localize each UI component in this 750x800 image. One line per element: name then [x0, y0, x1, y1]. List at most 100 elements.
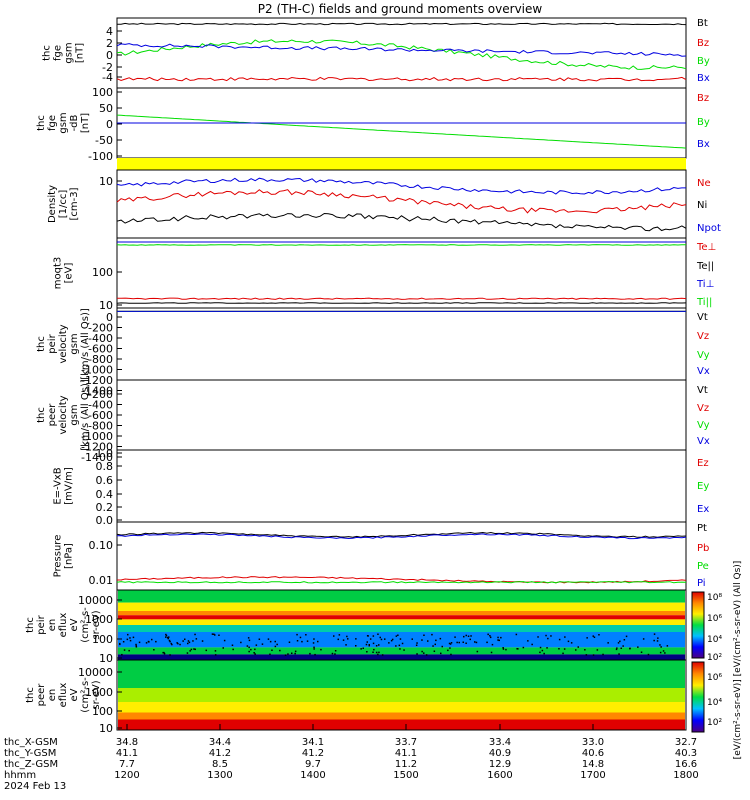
y-axis-label: eV — [69, 618, 80, 631]
spectrogram-speckle — [462, 641, 464, 643]
spectrogram-speckle — [372, 642, 375, 645]
x-tick-label: 41.2 — [302, 748, 324, 759]
spectrogram-speckle — [662, 650, 665, 652]
legend-Vy: Vy — [697, 350, 710, 361]
spectrogram-speckle — [598, 634, 600, 636]
x-tick-label: 33.7 — [395, 737, 417, 748]
y-axis-label: Pressure — [53, 535, 64, 578]
spectrogram-speckle — [486, 641, 488, 644]
spectrogram-speckle — [271, 649, 273, 651]
x-tick-label: 16.6 — [675, 759, 697, 770]
spectrogram-speckle — [596, 649, 599, 651]
spectrogram-speckle — [184, 638, 186, 640]
spectrogram-speckle — [165, 634, 168, 637]
spectrogram-speckle — [616, 647, 618, 649]
spectrogram-speckle — [411, 638, 413, 640]
spectrogram-speckle — [449, 647, 451, 649]
legend-Vt: Vt — [697, 312, 708, 323]
spectrogram-speckle — [186, 652, 189, 654]
spectrogram-speckle — [334, 650, 337, 652]
spectrogram-speckle — [615, 648, 618, 651]
spectrogram-speckle — [491, 643, 494, 646]
y-tick-label: -1200 — [81, 441, 113, 454]
spectrogram-speckle — [637, 646, 639, 648]
spectrogram-speckle — [254, 648, 256, 651]
spectrogram-speckle — [640, 651, 643, 653]
y-tick-label: 0.01 — [89, 574, 114, 587]
spectrogram-speckle — [153, 649, 155, 651]
spectrogram-speckle — [250, 648, 252, 651]
spectrogram-speckle — [309, 652, 311, 655]
spectrogram-speckle — [254, 653, 256, 655]
x-tick-label: 1500 — [393, 770, 418, 781]
x-row-label: thc_Y-GSM — [4, 748, 56, 759]
spectrogram-speckle — [337, 638, 339, 641]
spectrogram-speckle — [214, 654, 217, 656]
spectrogram-speckle — [291, 652, 293, 654]
spectrogram-speckle — [194, 648, 196, 651]
spectrogram-speckle — [489, 636, 492, 639]
y-tick-label: -400 — [88, 399, 113, 412]
spectrogram-speckle — [232, 648, 234, 651]
x-tick-label: 9.7 — [305, 759, 321, 770]
legend-Bz: Bz — [697, 38, 709, 49]
spectrogram — [118, 590, 685, 660]
spectrogram-band — [118, 654, 685, 660]
y-axis-label: [mV/m] — [64, 467, 75, 505]
spectrogram-speckle — [347, 638, 349, 640]
spectrogram-speckle — [620, 647, 622, 649]
spectrogram-speckle — [132, 636, 135, 639]
y-axis-label: fge — [47, 115, 58, 131]
spectrogram-speckle — [431, 633, 433, 636]
spectrogram-band — [118, 615, 685, 620]
spectrogram-speckle — [659, 651, 662, 654]
spectrogram-speckle — [163, 652, 166, 655]
spectrogram-speckle — [248, 650, 250, 653]
spectrogram-speckle — [546, 647, 548, 649]
spectrogram-speckle — [401, 642, 404, 645]
spectrogram-band — [118, 632, 685, 648]
y-tick-label: 1000 — [85, 613, 113, 626]
spectrogram-speckle — [155, 640, 157, 643]
y-axis-label: [nT] — [80, 113, 91, 133]
x-tick-label: 40.9 — [489, 748, 511, 759]
spectrogram-speckle — [169, 640, 171, 643]
spectrogram-speckle — [253, 652, 255, 654]
y-tick-label: 10000 — [78, 666, 113, 679]
x-tick-label: 33.0 — [582, 737, 604, 748]
spectrogram-speckle — [625, 635, 628, 638]
legend-Bx: Bx — [697, 73, 710, 84]
x-tick-label: 1700 — [580, 770, 605, 781]
spectrogram-speckle — [223, 639, 226, 642]
panel-8: 0.10 0.01 Pressure [nPa] Pt Pb Pe Pi — [53, 521, 709, 591]
y-axis-label: [nPa] — [64, 543, 75, 569]
x-tick-label: 12.9 — [489, 759, 511, 770]
spectrogram-speckle — [619, 640, 621, 643]
spectrogram-speckle — [502, 647, 504, 649]
y-tick-label: -2 — [102, 61, 113, 74]
spectrogram-band — [118, 647, 685, 655]
spectrogram-speckle — [366, 651, 368, 653]
spectrogram-speckle — [450, 653, 452, 656]
x-tick-label: 1300 — [207, 770, 232, 781]
spectrogram-band — [118, 660, 685, 688]
x-row-label: thc_X-GSM — [4, 737, 58, 748]
spectrogram-speckle — [276, 643, 278, 646]
spectrogram-speckle — [368, 644, 370, 646]
y-tick-label: -1000 — [81, 364, 113, 377]
y-axis-label: sr-eV) — [91, 610, 102, 639]
spectrogram-speckle — [469, 638, 471, 641]
x-tick-label: 32.7 — [675, 737, 697, 748]
spectrogram-speckle — [398, 644, 401, 647]
spectrogram-speckle — [450, 642, 453, 644]
spectrogram-speckle — [399, 638, 402, 640]
colorbar-tick-label: 10² — [707, 653, 722, 663]
spectrogram-speckle — [432, 645, 434, 647]
spectrogram-speckle — [653, 633, 656, 635]
spectrogram-speckle — [188, 641, 191, 644]
spectrogram-speckle — [135, 646, 138, 648]
legend-Ti⊥: Ti⊥ — [696, 279, 714, 290]
spectrogram-speckle — [367, 635, 369, 637]
y-axis-label: thc — [25, 617, 36, 633]
